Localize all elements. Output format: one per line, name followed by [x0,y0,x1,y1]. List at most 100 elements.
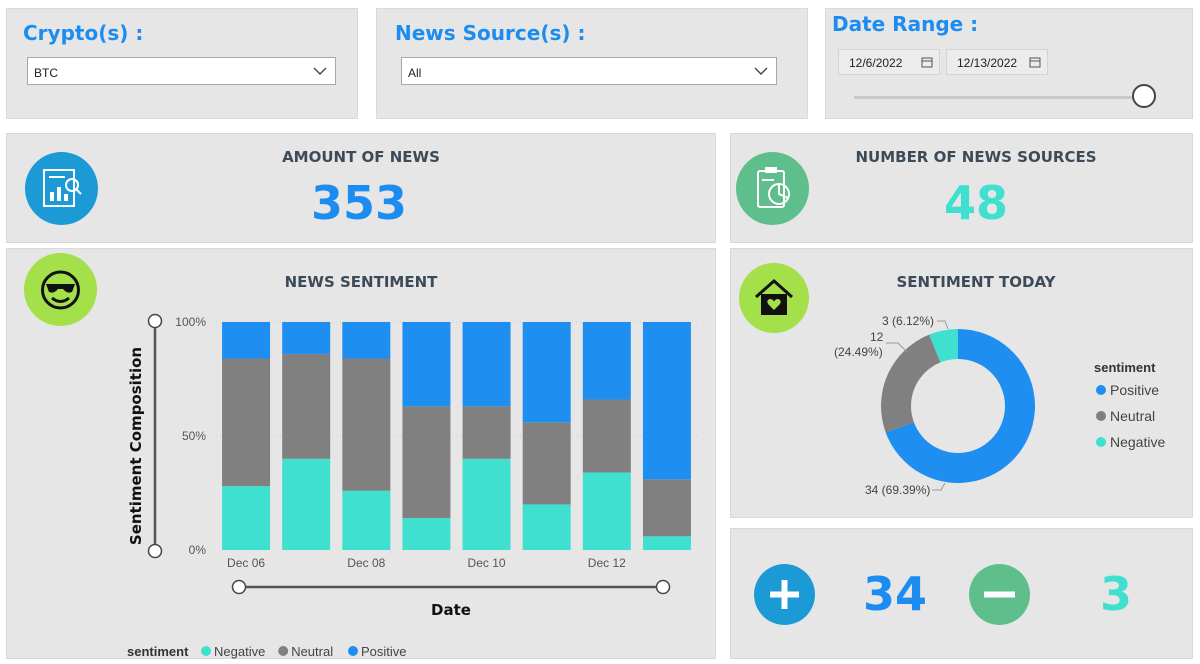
donut-slice-negative[interactable] [929,329,958,363]
bar-segment-negative[interactable] [582,472,631,550]
bar-segment-positive[interactable] [342,322,391,359]
bar-segment-negative[interactable] [342,490,391,550]
y-tick-label: 50% [182,429,206,443]
end-date-value: 12/13/2022 [957,56,1018,70]
x-axis-title: Date [431,601,471,619]
y-axis-title: Sentiment Composition [127,347,145,545]
y-axis-slider-bottom-handle[interactable] [147,543,163,559]
calendar-icon [921,57,933,68]
bar-segment-negative[interactable] [282,458,331,550]
number-of-sources-card: NUMBER OF NEWS SOURCES 48 [730,133,1193,243]
leader-line [886,342,908,353]
bar-segment-neutral[interactable] [402,406,451,519]
report-chart-icon [25,152,98,225]
bar-segment-negative[interactable] [642,536,691,550]
bar-segment-neutral[interactable] [282,353,331,459]
chevron-down-icon [754,67,768,75]
legend-marker [278,646,289,656]
bar-segment-positive[interactable] [402,322,451,407]
legend-marker [1096,385,1106,395]
y-tick-label: 100% [175,315,206,329]
news-sentiment-card: NEWS SENTIMENT Sentiment Composition 0% 5… [6,248,716,659]
bar-segment-neutral[interactable] [642,479,691,537]
amount-of-news-card: AMOUNT OF NEWS 353 [6,133,716,243]
donut-legend-item-neutral[interactable]: Neutral [1110,408,1155,424]
date-range-slider-handle[interactable] [1132,84,1156,108]
news-source-dropdown[interactable]: All [401,57,777,85]
x-tick-label: Dec 06 [227,556,265,570]
negative-count-value: 3 [1099,567,1132,621]
crypto-dropdown-value: BTC [34,66,58,80]
date-range-filter-panel: Date Range : 12/6/2022 12/13/2022 [825,8,1193,119]
donut-legend-item-negative[interactable]: Negative [1110,434,1165,450]
legend-marker [348,646,358,656]
slice-label-neutral-percent: (24.49%) [834,345,883,359]
x-axis-slider-right-handle[interactable] [655,579,671,595]
donut-slice-positive[interactable] [885,329,1035,483]
end-date-input[interactable]: 12/13/2022 [946,49,1048,75]
y-tick-label: 0% [189,543,207,557]
minus-icon [969,564,1030,625]
date-range-slider-track[interactable] [854,96,1148,99]
x-axis-slider-left-handle[interactable] [231,579,247,595]
bar-segment-positive[interactable] [642,322,691,480]
amount-of-news-label: AMOUNT OF NEWS [282,148,440,166]
donut-legend-title: sentiment [1094,360,1156,375]
news-source-filter-title: News Source(s) : [395,21,586,45]
home-heart-icon [739,263,809,333]
chevron-down-icon [313,67,327,75]
sentiment-today-title: SENTIMENT TODAY [896,273,1056,291]
x-tick-label: Dec 12 [588,556,626,570]
bar-segment-negative[interactable] [462,458,511,550]
sentiment-today-donut: 34 (69.39%) 12(24.49%) 3 (6.12%) sentiment… [834,314,1165,497]
bar-segment-neutral[interactable] [342,358,391,491]
bar-segment-positive[interactable] [282,322,331,354]
legend-item-positive[interactable]: Positive [361,644,407,659]
crypto-filter-panel: Crypto(s) : BTC [6,8,358,119]
bar-segment-neutral[interactable] [522,422,571,505]
crypto-dropdown[interactable]: BTC [27,57,336,85]
bar-segment-negative[interactable] [522,504,571,550]
news-sentiment-title: NEWS SENTIMENT [284,273,438,291]
bar-segment-neutral[interactable] [582,399,631,473]
leader-line [937,320,949,330]
positive-count-value: 34 [862,567,927,621]
legend-item-neutral[interactable]: Neutral [291,644,333,659]
bar-segment-positive[interactable] [582,322,631,400]
donut-slice-neutral[interactable] [881,334,941,433]
legend-title: sentiment [127,644,189,659]
sunglasses-face-icon [24,253,97,326]
crypto-filter-title: Crypto(s) : [23,21,144,45]
bar-segment-positive[interactable] [522,322,571,423]
date-range-filter-title: Date Range : [832,12,979,36]
legend-item-negative[interactable]: Negative [214,644,265,659]
calendar-icon [1029,57,1041,68]
amount-of-news-value: 353 [310,176,408,230]
x-tick-label: Dec 10 [468,556,506,570]
leader-line [932,482,946,491]
sentiment-today-card: SENTIMENT TODAY 34 (69.39%) 12 (24.49%) 3 (… [730,248,1193,518]
legend-marker [201,646,211,656]
counts-card: 34 3 [730,528,1193,659]
legend-marker [1096,437,1106,447]
slice-label-positive: 34 (69.39%) [865,483,930,497]
plus-icon [754,564,815,625]
news-source-dropdown-value: All [408,66,422,80]
news-source-filter-panel: News Source(s) : All [376,8,808,119]
donut-legend-item-positive[interactable]: Positive [1110,382,1159,398]
bar-segment-positive[interactable] [462,322,511,407]
news-sentiment-chart: Sentiment Composition 0% 50% 100% Dec 06 Dec… [127,313,697,659]
start-date-value: 12/6/2022 [849,56,903,70]
clipboard-chart-icon [736,152,809,225]
bar-segment-negative[interactable] [402,518,451,550]
bar-segment-positive[interactable] [222,322,271,359]
x-tick-label: Dec 08 [347,556,385,570]
legend-marker [1096,411,1106,421]
number-of-sources-label: NUMBER OF NEWS SOURCES [855,148,1097,166]
slice-label-negative: 3 (6.12%) [882,314,934,328]
bar-segment-neutral[interactable] [462,406,511,459]
bar-segment-neutral[interactable] [222,358,271,487]
bar-segment-negative[interactable] [222,486,271,550]
start-date-input[interactable]: 12/6/2022 [838,49,940,75]
y-axis-slider-top-handle[interactable] [147,313,163,329]
